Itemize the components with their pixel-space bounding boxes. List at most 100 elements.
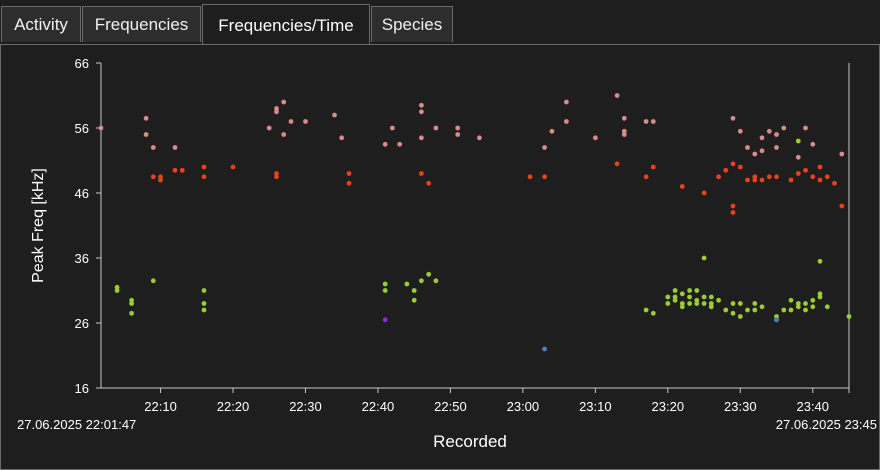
data-point (390, 125, 395, 131)
data-point (621, 132, 627, 137)
data-point (701, 301, 707, 306)
data-point (201, 307, 207, 313)
data-point (824, 304, 830, 310)
data-point (730, 210, 736, 215)
y-tick-label: 26 (75, 316, 89, 331)
data-point (426, 180, 432, 186)
data-point (614, 161, 620, 167)
data-point (679, 301, 685, 306)
data-point (201, 288, 207, 293)
data-point (716, 297, 721, 303)
data-point (129, 310, 135, 316)
data-point (774, 317, 779, 323)
data-point (745, 307, 750, 313)
data-point (759, 135, 765, 141)
data-point (650, 164, 656, 170)
data-point (419, 135, 424, 141)
data-point (158, 177, 163, 183)
data-point (846, 314, 852, 319)
data-point (419, 171, 424, 176)
data-point (752, 151, 758, 157)
data-point (708, 304, 714, 310)
tab-activity[interactable]: Activity (1, 6, 81, 42)
data-point (672, 297, 678, 303)
data-point (650, 310, 656, 316)
data-point (788, 297, 794, 303)
data-point (419, 109, 424, 115)
data-point (179, 167, 185, 173)
data-point (759, 304, 765, 310)
data-point (143, 115, 149, 121)
data-point (150, 145, 156, 150)
x-tick-label: 23:40 (796, 399, 829, 414)
y-tick-label: 56 (75, 121, 89, 136)
data-point (730, 203, 736, 209)
data-point (382, 317, 388, 323)
data-point (810, 304, 816, 310)
data-point (701, 190, 707, 196)
y-tick-label: 46 (75, 186, 89, 201)
data-point (679, 291, 685, 297)
data-point (426, 271, 432, 277)
y-tick-label: 36 (75, 251, 89, 266)
chart-panel: 16 26 36 46 56 66 22:10 22:20 22:30 22:40 22:50 23:… (0, 44, 880, 470)
data-point (803, 307, 808, 313)
y-tick-label: 66 (75, 56, 89, 71)
data-point (281, 132, 287, 137)
data-point (839, 151, 845, 157)
data-point (752, 301, 758, 306)
data-point (745, 145, 750, 150)
data-point (455, 132, 461, 137)
x-tick-label: 23:30 (724, 399, 757, 414)
x-start-label: 27.06.2025 22:01:47 (17, 417, 136, 432)
tab-frequencies[interactable]: Frequencies (82, 6, 201, 42)
tab-frequencies-time[interactable]: Frequencies/Time (202, 4, 370, 44)
data-point (143, 132, 149, 137)
x-tick-label: 23:10 (579, 399, 612, 414)
data-point (288, 119, 294, 124)
data-point (665, 301, 671, 306)
data-point (98, 125, 104, 131)
data-point (803, 167, 808, 173)
x-tick-label: 22:50 (434, 399, 467, 414)
data-point (643, 174, 649, 180)
data-point (346, 171, 352, 176)
data-point (774, 132, 779, 137)
data-point (455, 125, 461, 131)
data-point (766, 174, 772, 180)
tab-species[interactable]: Species (371, 6, 453, 42)
data-point (752, 177, 758, 183)
data-point (795, 138, 801, 144)
data-point (129, 301, 135, 306)
data-point (730, 301, 736, 306)
data-point (643, 307, 649, 313)
y-tick-label: 16 (75, 381, 89, 396)
data-point (832, 180, 837, 186)
data-point (201, 164, 207, 170)
data-point (593, 135, 598, 141)
data-point (730, 115, 736, 121)
data-point (795, 171, 801, 176)
data-point (274, 174, 279, 180)
y-axis-label: Peak Freq [kHz] (30, 168, 47, 283)
data-point (766, 128, 772, 134)
data-point (737, 164, 743, 170)
data-point (419, 102, 424, 108)
data-point (788, 307, 794, 313)
data-point (788, 177, 794, 183)
data-point (150, 174, 156, 180)
data-point (701, 294, 707, 300)
data-point (477, 135, 482, 141)
data-point (274, 109, 279, 115)
data-point (737, 301, 743, 306)
data-point (411, 297, 417, 303)
data-point (759, 177, 765, 183)
data-point (542, 346, 547, 352)
data-point (411, 288, 417, 293)
data-point (795, 154, 801, 160)
data-point (346, 180, 352, 186)
data-point (397, 141, 403, 147)
data-point (737, 314, 743, 319)
data-point (527, 174, 533, 180)
data-point (824, 174, 830, 180)
